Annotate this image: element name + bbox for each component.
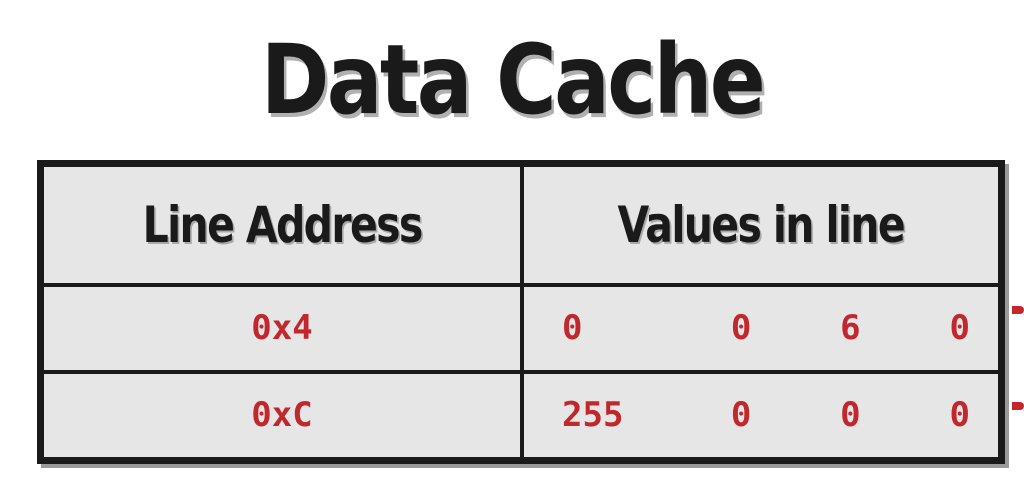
header-line-address: Line Address <box>38 161 524 287</box>
line-value: 0 <box>730 395 752 436</box>
line-value: 0 <box>562 308 583 349</box>
table-row: 0xC 255 0 0 0 <box>38 369 1004 463</box>
line-value: 255 <box>562 395 624 436</box>
line-value: 0 <box>949 308 970 349</box>
table-row: 0x4 0 0 6 0 <box>38 283 1004 374</box>
line-value: 6 <box>840 308 861 349</box>
row-pointer-arrow-icon <box>1012 306 1024 314</box>
data-cache-table: Line Address Values in line 0x4 0 0 6 0 … <box>37 160 1005 464</box>
line-value: 0 <box>840 395 861 436</box>
line-address-cell: 0x4 <box>38 283 524 374</box>
header-values-in-line: Values in line <box>520 161 1004 287</box>
line-address-cell: 0xC <box>38 369 524 463</box>
line-values-cell: 255 0 0 0 <box>520 369 1004 463</box>
row-pointer-arrow-icon <box>1012 402 1024 410</box>
line-value: 0 <box>730 308 752 349</box>
table-header-row: Line Address Values in line <box>38 161 1004 287</box>
diagram-title: Data Cache <box>260 24 766 136</box>
line-values-cell: 0 0 6 0 <box>520 283 1004 374</box>
line-value: 0 <box>949 395 970 436</box>
